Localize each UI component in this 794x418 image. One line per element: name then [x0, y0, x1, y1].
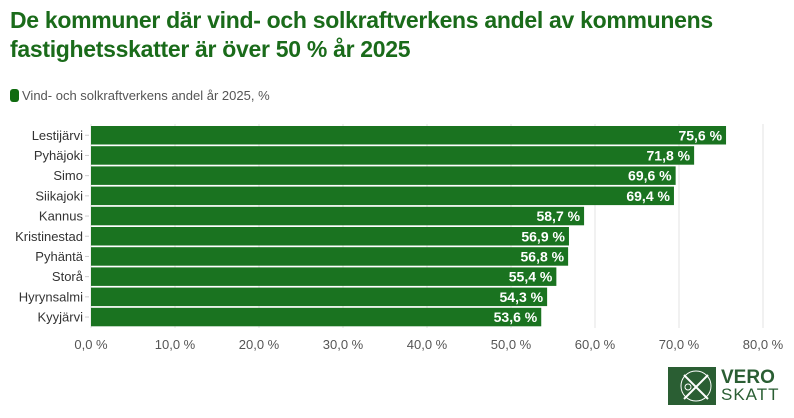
bar	[91, 227, 569, 246]
category-label: Kristinestad	[15, 229, 83, 244]
data-label: 55,4 %	[509, 269, 553, 285]
category-label: Kyyjärvi	[37, 310, 83, 325]
emblem-icon	[668, 367, 716, 405]
x-tick-label: 40,0 %	[407, 337, 448, 352]
data-label: 71,8 %	[647, 147, 691, 163]
bar	[91, 146, 695, 165]
x-tick-label: 10,0 %	[155, 337, 196, 352]
bar	[91, 126, 727, 145]
data-label: 56,8 %	[521, 248, 565, 264]
category-label: Hyrynsalmi	[19, 289, 83, 304]
data-label: 56,9 %	[521, 228, 565, 244]
data-label: 53,6 %	[494, 309, 538, 325]
bar	[91, 206, 585, 226]
logo-line1: VERO	[721, 367, 775, 388]
logo-line2: SKATT	[721, 385, 780, 404]
chart-title: De kommuner där vind- och solkraftverken…	[10, 7, 713, 62]
data-label: 75,6 %	[678, 127, 722, 143]
x-tick-label: 20,0 %	[239, 337, 280, 352]
data-label: 58,7 %	[536, 208, 580, 224]
x-tick-label: 70,0 %	[659, 337, 700, 352]
bar	[91, 166, 676, 185]
legend: Vind- och solkraftverkens andel år 2025,…	[10, 88, 270, 103]
bar	[91, 247, 569, 266]
category-label: Simo	[53, 168, 83, 183]
category-label: Storå	[52, 269, 84, 284]
category-label: Pyhäjoki	[34, 148, 83, 163]
x-tick-label: 80,0 %	[743, 337, 784, 352]
bar	[91, 186, 674, 206]
vero-skatt-logo: VERO SKATT	[668, 367, 780, 405]
x-tick-label: 0,0 %	[74, 337, 108, 352]
legend-swatch	[10, 89, 19, 102]
bar	[91, 307, 542, 327]
data-label: 69,6 %	[628, 168, 672, 184]
category-label: Kannus	[39, 209, 84, 224]
x-tick-label: 30,0 %	[323, 337, 364, 352]
x-tick-label: 60,0 %	[575, 337, 616, 352]
legend-label: Vind- och solkraftverkens andel år 2025,…	[22, 88, 270, 103]
bar	[91, 287, 548, 307]
data-label: 69,4 %	[626, 188, 670, 204]
x-tick-label: 50,0 %	[491, 337, 532, 352]
category-label: Siikajoki	[35, 188, 83, 203]
category-label: Lestijärvi	[32, 128, 83, 143]
category-label: Pyhäntä	[35, 249, 83, 264]
bar	[91, 267, 557, 286]
data-label: 54,3 %	[500, 289, 544, 305]
